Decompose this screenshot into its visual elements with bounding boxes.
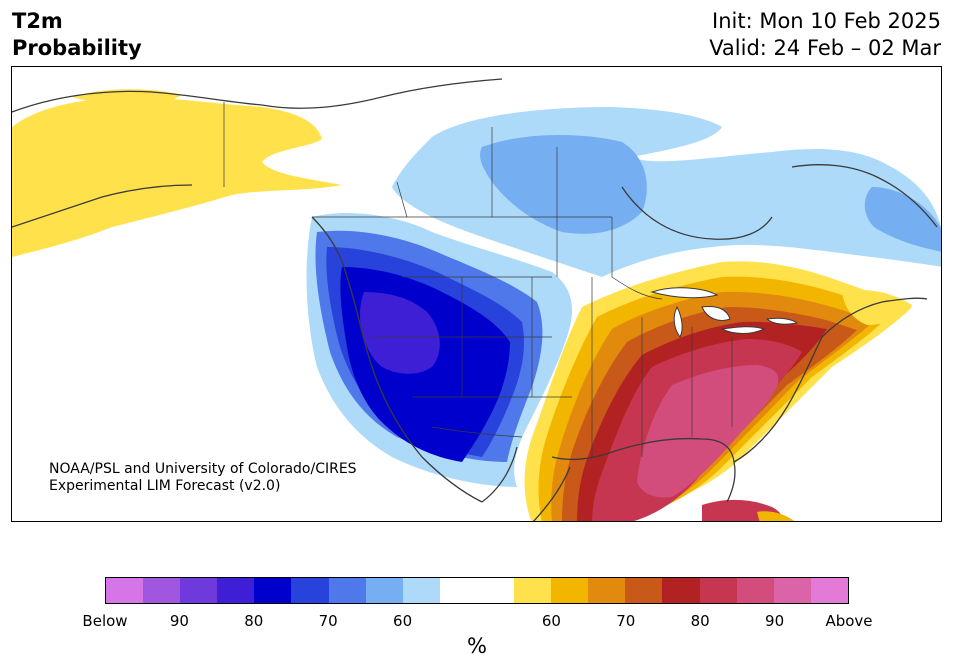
title-variable: T2m	[12, 9, 63, 33]
region-below-90-west	[360, 292, 440, 374]
colorbar-tick-label: 60	[393, 612, 413, 630]
political-borders	[223, 102, 733, 457]
region-above-55-maritimes	[842, 290, 912, 325]
region-below-65-quebec	[864, 187, 941, 252]
region-below-65-canada	[480, 135, 647, 234]
colorbar-segment	[143, 578, 181, 603]
credit-line-2: Experimental LIM Forecast (v2.0)	[49, 478, 281, 494]
colorbar-unit: %	[467, 634, 487, 658]
colorbar-segment	[476, 578, 515, 603]
colorbar-segment	[810, 578, 848, 603]
region-above-55-alaska	[12, 97, 342, 257]
colorbar-segment	[291, 578, 329, 603]
colorbar-tick-label: Below	[82, 612, 128, 630]
colorbar-segment	[180, 578, 218, 603]
init-date: Init: Mon 10 Feb 2025	[712, 9, 941, 33]
colorbar-segment	[217, 578, 255, 603]
forecast-dates: Init: Mon 10 Feb 2025 Valid: 24 Feb – 02…	[709, 8, 941, 62]
colorbar-segment	[551, 578, 589, 603]
colorbar-tick-label: 90	[169, 612, 189, 630]
colorbar-segment	[365, 578, 403, 603]
region-above-60-caribbean	[757, 511, 795, 521]
colorbar-segment	[588, 578, 626, 603]
colorbar-segment	[662, 578, 700, 603]
colorbar-segment	[699, 578, 737, 603]
credit-text: NOAA/PSL and University of Colorado/CIRE…	[49, 461, 357, 495]
colorbar-segment	[514, 578, 552, 603]
colorbar-segment	[625, 578, 663, 603]
region-above-85-southeast	[637, 365, 779, 498]
colorbar-tick-label: 70	[318, 612, 338, 630]
colorbar-segment	[106, 578, 144, 603]
colorbar-segment	[254, 578, 292, 603]
colorbar-tick-label: 70	[616, 612, 636, 630]
map-canvas	[12, 78, 941, 521]
forecast-map	[11, 66, 942, 522]
coastlines	[12, 78, 938, 521]
great-lakes	[650, 287, 799, 338]
colorbar-segment	[439, 578, 477, 603]
colorbar	[105, 577, 849, 604]
colorbar-segment	[402, 578, 440, 603]
colorbar-segment	[736, 578, 774, 603]
map-title: T2m Probability	[12, 8, 142, 62]
colorbar-tick-label: Above	[825, 612, 873, 630]
colorbar-tick-label: 90	[765, 612, 785, 630]
colorbar-segment	[773, 578, 811, 603]
colorbar-segment	[328, 578, 366, 603]
valid-date: Valid: 24 Feb – 02 Mar	[709, 36, 941, 60]
colorbar-tick-label: 60	[541, 612, 561, 630]
title-subtitle: Probability	[12, 36, 142, 60]
credit-line-1: NOAA/PSL and University of Colorado/CIRE…	[49, 461, 357, 477]
colorbar-tick-label: 80	[690, 612, 710, 630]
colorbar-tick-label: 80	[244, 612, 264, 630]
